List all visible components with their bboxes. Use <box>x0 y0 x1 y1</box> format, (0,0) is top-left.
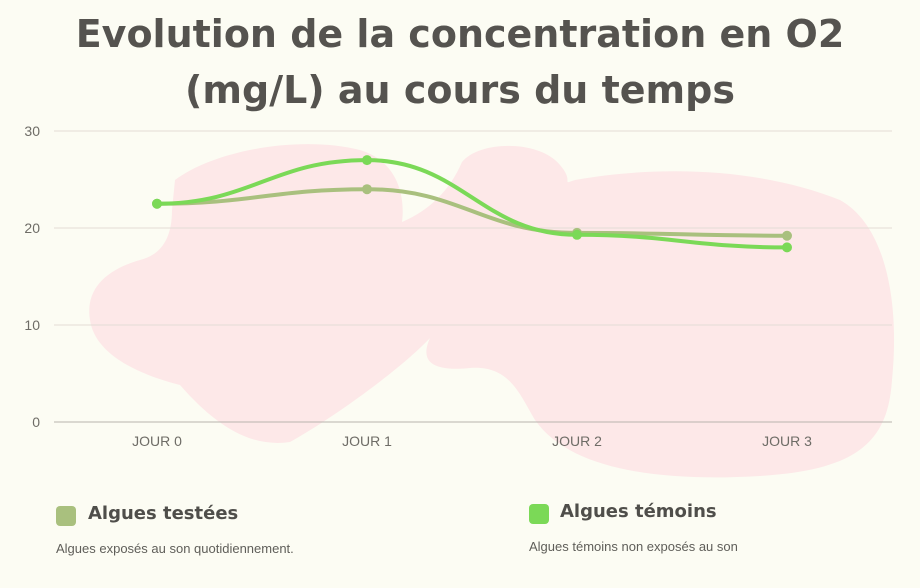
y-axis-ticks: 0 10 20 30 <box>24 123 40 430</box>
x-axis-ticks: JOUR 0 JOUR 1 JOUR 2 JOUR 3 <box>132 433 812 449</box>
gridlines <box>54 130 892 423</box>
data-point-control <box>572 229 582 240</box>
y-tick-label: 0 <box>32 414 40 430</box>
chart-title-line-2: (mg/L) au cours du temps <box>185 68 735 112</box>
legend-label-tested: Algues testées <box>88 503 239 524</box>
data-point-control <box>782 242 792 253</box>
data-point-tested <box>362 184 372 195</box>
legend-label-control: Algues témoins <box>560 501 717 522</box>
y-tick-label: 30 <box>24 123 40 139</box>
data-point-control <box>152 198 162 209</box>
series-control <box>152 155 792 253</box>
chart-title-line-1: Evolution de la concentration en O2 <box>75 12 845 56</box>
series-line-control <box>155 158 789 250</box>
data-point-control <box>362 155 372 166</box>
legend-swatch-tested <box>56 506 76 526</box>
x-tick-label: JOUR 1 <box>342 433 392 449</box>
y-tick-label: 20 <box>24 220 40 236</box>
decorative-background-blob <box>89 144 895 478</box>
x-tick-label: JOUR 0 <box>132 433 182 449</box>
data-point-tested <box>782 230 792 241</box>
background-blob <box>89 144 895 478</box>
legend-description-tested: Algues exposés au son quotidiennement. <box>56 541 294 556</box>
series-line-tested <box>155 187 789 238</box>
y-tick-label: 10 <box>24 317 40 333</box>
x-tick-label: JOUR 2 <box>552 433 602 449</box>
legend-description-control: Algues témoins non exposés au son <box>529 539 738 554</box>
x-tick-label: JOUR 3 <box>762 433 812 449</box>
chart-title: Evolution de la concentration en O2 (mg/… <box>0 6 920 118</box>
series-lines <box>152 155 792 253</box>
legend-swatch-control <box>529 504 549 524</box>
